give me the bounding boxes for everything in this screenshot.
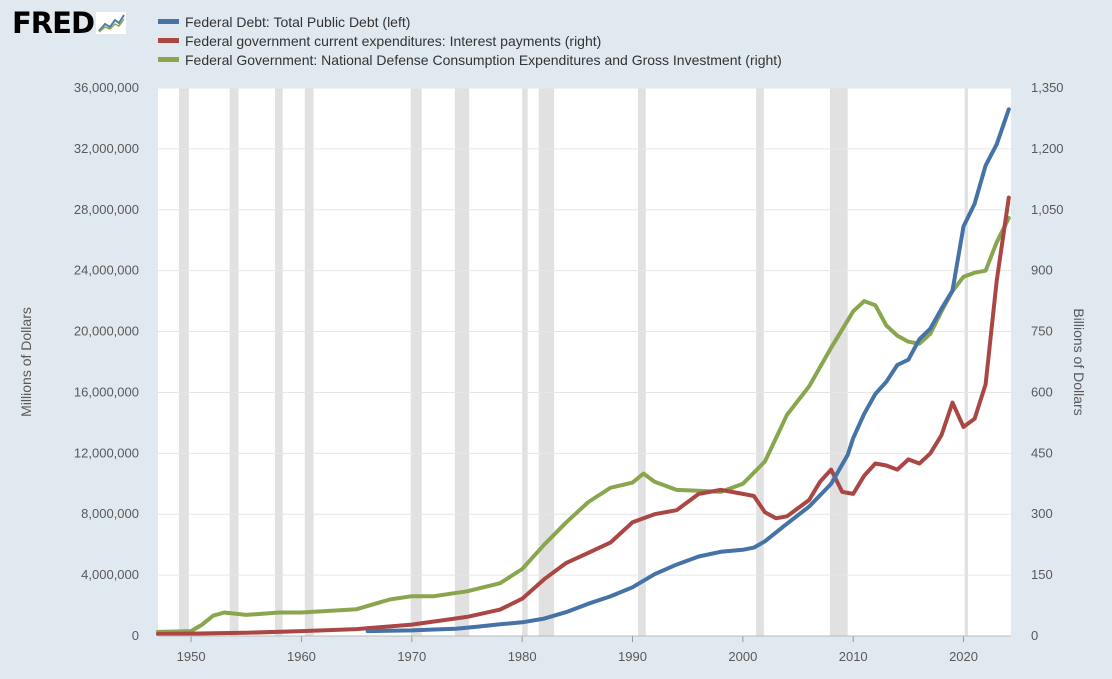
recession-band-7 (538, 88, 555, 636)
right-tick-label: 900 (1031, 263, 1053, 278)
left-tick-label: 20,000,000 (74, 324, 139, 339)
right-tick-label: 1,050 (1031, 202, 1064, 217)
left-tick-label: 32,000,000 (74, 141, 139, 156)
right-tick-label: 600 (1031, 384, 1053, 399)
legend-label-defense-expenditures: Federal Government: National Defense Con… (185, 51, 782, 68)
right-tick-label: 450 (1031, 445, 1053, 460)
legend-label-interest-payments: Federal government current expenditures:… (185, 32, 602, 49)
recession-band-0 (178, 88, 189, 636)
left-tick-label: 36,000,000 (74, 80, 139, 95)
left-tick-label: 0 (132, 628, 139, 643)
legend-swatch-federal-debt (158, 19, 179, 24)
x-tick-label: 2020 (949, 649, 978, 664)
left-tick-label: 12,000,000 (74, 445, 139, 460)
right-tick-label: 1,350 (1031, 80, 1064, 95)
legend-item-interest-payments[interactable]: Federal government current expenditures:… (158, 31, 782, 50)
right-tick-label: 0 (1031, 628, 1038, 643)
x-tick-label: 2000 (728, 649, 757, 664)
recession-band-8 (638, 88, 646, 636)
recession-band-11 (964, 88, 968, 636)
x-tick-label: 1970 (397, 649, 426, 664)
right-tick-label: 300 (1031, 506, 1053, 521)
x-tick-label: 1990 (618, 649, 647, 664)
x-tick-label: 1980 (508, 649, 537, 664)
recession-band-6 (522, 88, 528, 636)
right-axis-ticks: 0 150 300 450 600 750 900 1,050 1,200 1,350 (1031, 80, 1064, 643)
fred-logo[interactable]: FRED (12, 6, 127, 40)
left-tick-label: 4,000,000 (81, 567, 139, 582)
right-tick-label: 150 (1031, 567, 1053, 582)
x-tick-label: 1950 (177, 649, 206, 664)
legend-swatch-defense-expenditures (158, 57, 179, 62)
legend-item-federal-debt[interactable]: Federal Debt: Total Public Debt (left) (158, 12, 782, 31)
series-line-0[interactable] (365, 107, 1011, 634)
recession-band-4 (410, 88, 422, 636)
fred-logo-text: FRED (12, 6, 95, 40)
left-tick-label: 16,000,000 (74, 384, 139, 399)
legend-item-defense-expenditures[interactable]: Federal Government: National Defense Con… (158, 50, 782, 69)
recession-band-1 (229, 88, 239, 636)
recession-band-3 (304, 88, 314, 636)
series-lines (156, 107, 1011, 636)
series-line-1[interactable] (156, 195, 1011, 636)
x-tick-label: 1960 (287, 649, 316, 664)
recession-band-10 (830, 88, 848, 636)
recession-shading (178, 88, 968, 636)
x-tick-label: 2010 (839, 649, 868, 664)
legend-label-federal-debt: Federal Debt: Total Public Debt (left) (185, 13, 411, 30)
chart-legend: Federal Debt: Total Public Debt (left) F… (158, 12, 782, 69)
left-tick-label: 24,000,000 (74, 263, 139, 278)
left-tick-label: 28,000,000 (74, 202, 139, 217)
fred-chart-icon (96, 12, 127, 34)
left-axis-title: Millions of Dollars (18, 307, 34, 417)
left-tick-label: 8,000,000 (81, 506, 139, 521)
recession-band-9 (756, 88, 764, 636)
series-line-2[interactable] (156, 215, 1011, 634)
recession-band-2 (274, 88, 283, 636)
right-tick-label: 1,200 (1031, 141, 1064, 156)
legend-swatch-interest-payments (158, 38, 179, 43)
right-tick-label: 750 (1031, 324, 1053, 339)
right-axis-title: Billions of Dollars (1071, 308, 1087, 415)
recession-band-5 (454, 88, 470, 636)
x-axis-ticks: 1950 1960 1970 1980 1990 2000 2010 2020 (158, 635, 1011, 664)
left-axis-ticks: 0 4,000,000 8,000,000 12,000,000 16,000,000 2… (74, 80, 139, 643)
plot-background (158, 88, 1011, 636)
